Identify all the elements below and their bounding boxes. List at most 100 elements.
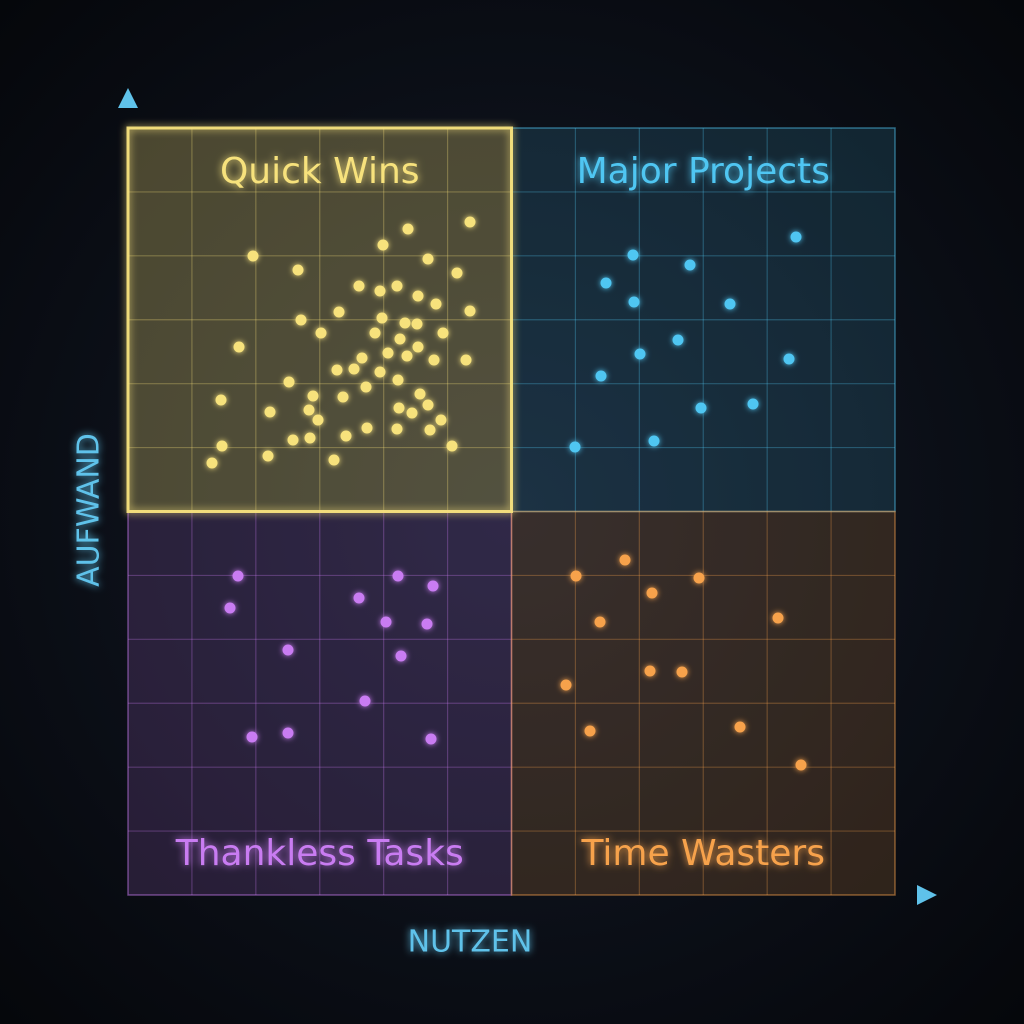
point — [411, 318, 423, 330]
point — [570, 570, 582, 582]
point — [795, 759, 807, 771]
point — [695, 402, 707, 414]
point — [451, 267, 463, 279]
point — [437, 327, 449, 339]
x-axis-label: NUTZEN — [408, 925, 533, 960]
point — [425, 733, 437, 745]
point — [422, 253, 434, 265]
point — [619, 554, 631, 566]
point — [595, 370, 607, 382]
point — [648, 435, 660, 447]
point — [684, 259, 696, 271]
point — [435, 414, 447, 426]
point — [644, 665, 656, 677]
point — [382, 347, 394, 359]
point — [412, 290, 424, 302]
point — [295, 314, 307, 326]
y-axis-label: AUFWAND — [72, 433, 107, 587]
point — [627, 249, 639, 261]
point — [560, 679, 572, 691]
point — [428, 354, 440, 366]
point — [246, 731, 258, 743]
point — [406, 407, 418, 419]
point — [446, 440, 458, 452]
point — [676, 666, 688, 678]
point — [427, 580, 439, 592]
point — [361, 422, 373, 434]
point — [414, 388, 426, 400]
quadrant-label: Thankless Tasks — [175, 833, 464, 874]
point — [232, 570, 244, 582]
point — [634, 348, 646, 360]
point — [282, 727, 294, 739]
point — [312, 414, 324, 426]
point — [464, 216, 476, 228]
point — [464, 305, 476, 317]
point — [283, 376, 295, 388]
point — [584, 725, 596, 737]
point — [401, 350, 413, 362]
point — [380, 616, 392, 628]
point — [783, 353, 795, 365]
point — [224, 602, 236, 614]
point — [262, 450, 274, 462]
point — [348, 363, 360, 375]
point — [628, 296, 640, 308]
point — [304, 432, 316, 444]
y-axis-arrow — [118, 88, 138, 108]
point — [287, 434, 299, 446]
point — [430, 298, 442, 310]
point — [216, 440, 228, 452]
point — [395, 650, 407, 662]
point — [307, 390, 319, 402]
point — [393, 402, 405, 414]
point — [646, 587, 658, 599]
point — [724, 298, 736, 310]
point — [421, 618, 433, 630]
point — [206, 457, 218, 469]
point — [333, 306, 345, 318]
quadrant-label: Time Wasters — [581, 833, 825, 874]
point — [328, 454, 340, 466]
point — [412, 341, 424, 353]
point — [772, 612, 784, 624]
point — [353, 280, 365, 292]
point — [394, 333, 406, 345]
point — [374, 366, 386, 378]
point — [693, 572, 705, 584]
point — [734, 721, 746, 733]
point — [315, 327, 327, 339]
point — [282, 644, 294, 656]
point — [374, 285, 386, 297]
point — [594, 616, 606, 628]
point — [292, 264, 304, 276]
point — [424, 424, 436, 436]
point — [569, 441, 581, 453]
point — [369, 327, 381, 339]
point — [340, 430, 352, 442]
point — [233, 341, 245, 353]
point — [247, 250, 259, 262]
point — [215, 394, 227, 406]
point — [402, 223, 414, 235]
point — [399, 317, 411, 329]
quadrant — [128, 511, 512, 895]
point — [359, 695, 371, 707]
point — [391, 423, 403, 435]
quadrant-label: Quick Wins — [220, 151, 420, 192]
quadrant-label: Major Projects — [577, 151, 830, 192]
point — [600, 277, 612, 289]
point — [331, 364, 343, 376]
point — [303, 404, 315, 416]
point — [392, 570, 404, 582]
point — [360, 381, 372, 393]
point — [747, 398, 759, 410]
plot: Quick Wins Major Projects Thankless Tasks T… — [118, 88, 937, 905]
point — [337, 391, 349, 403]
point — [264, 406, 276, 418]
point — [460, 354, 472, 366]
point — [392, 374, 404, 386]
point — [672, 334, 684, 346]
